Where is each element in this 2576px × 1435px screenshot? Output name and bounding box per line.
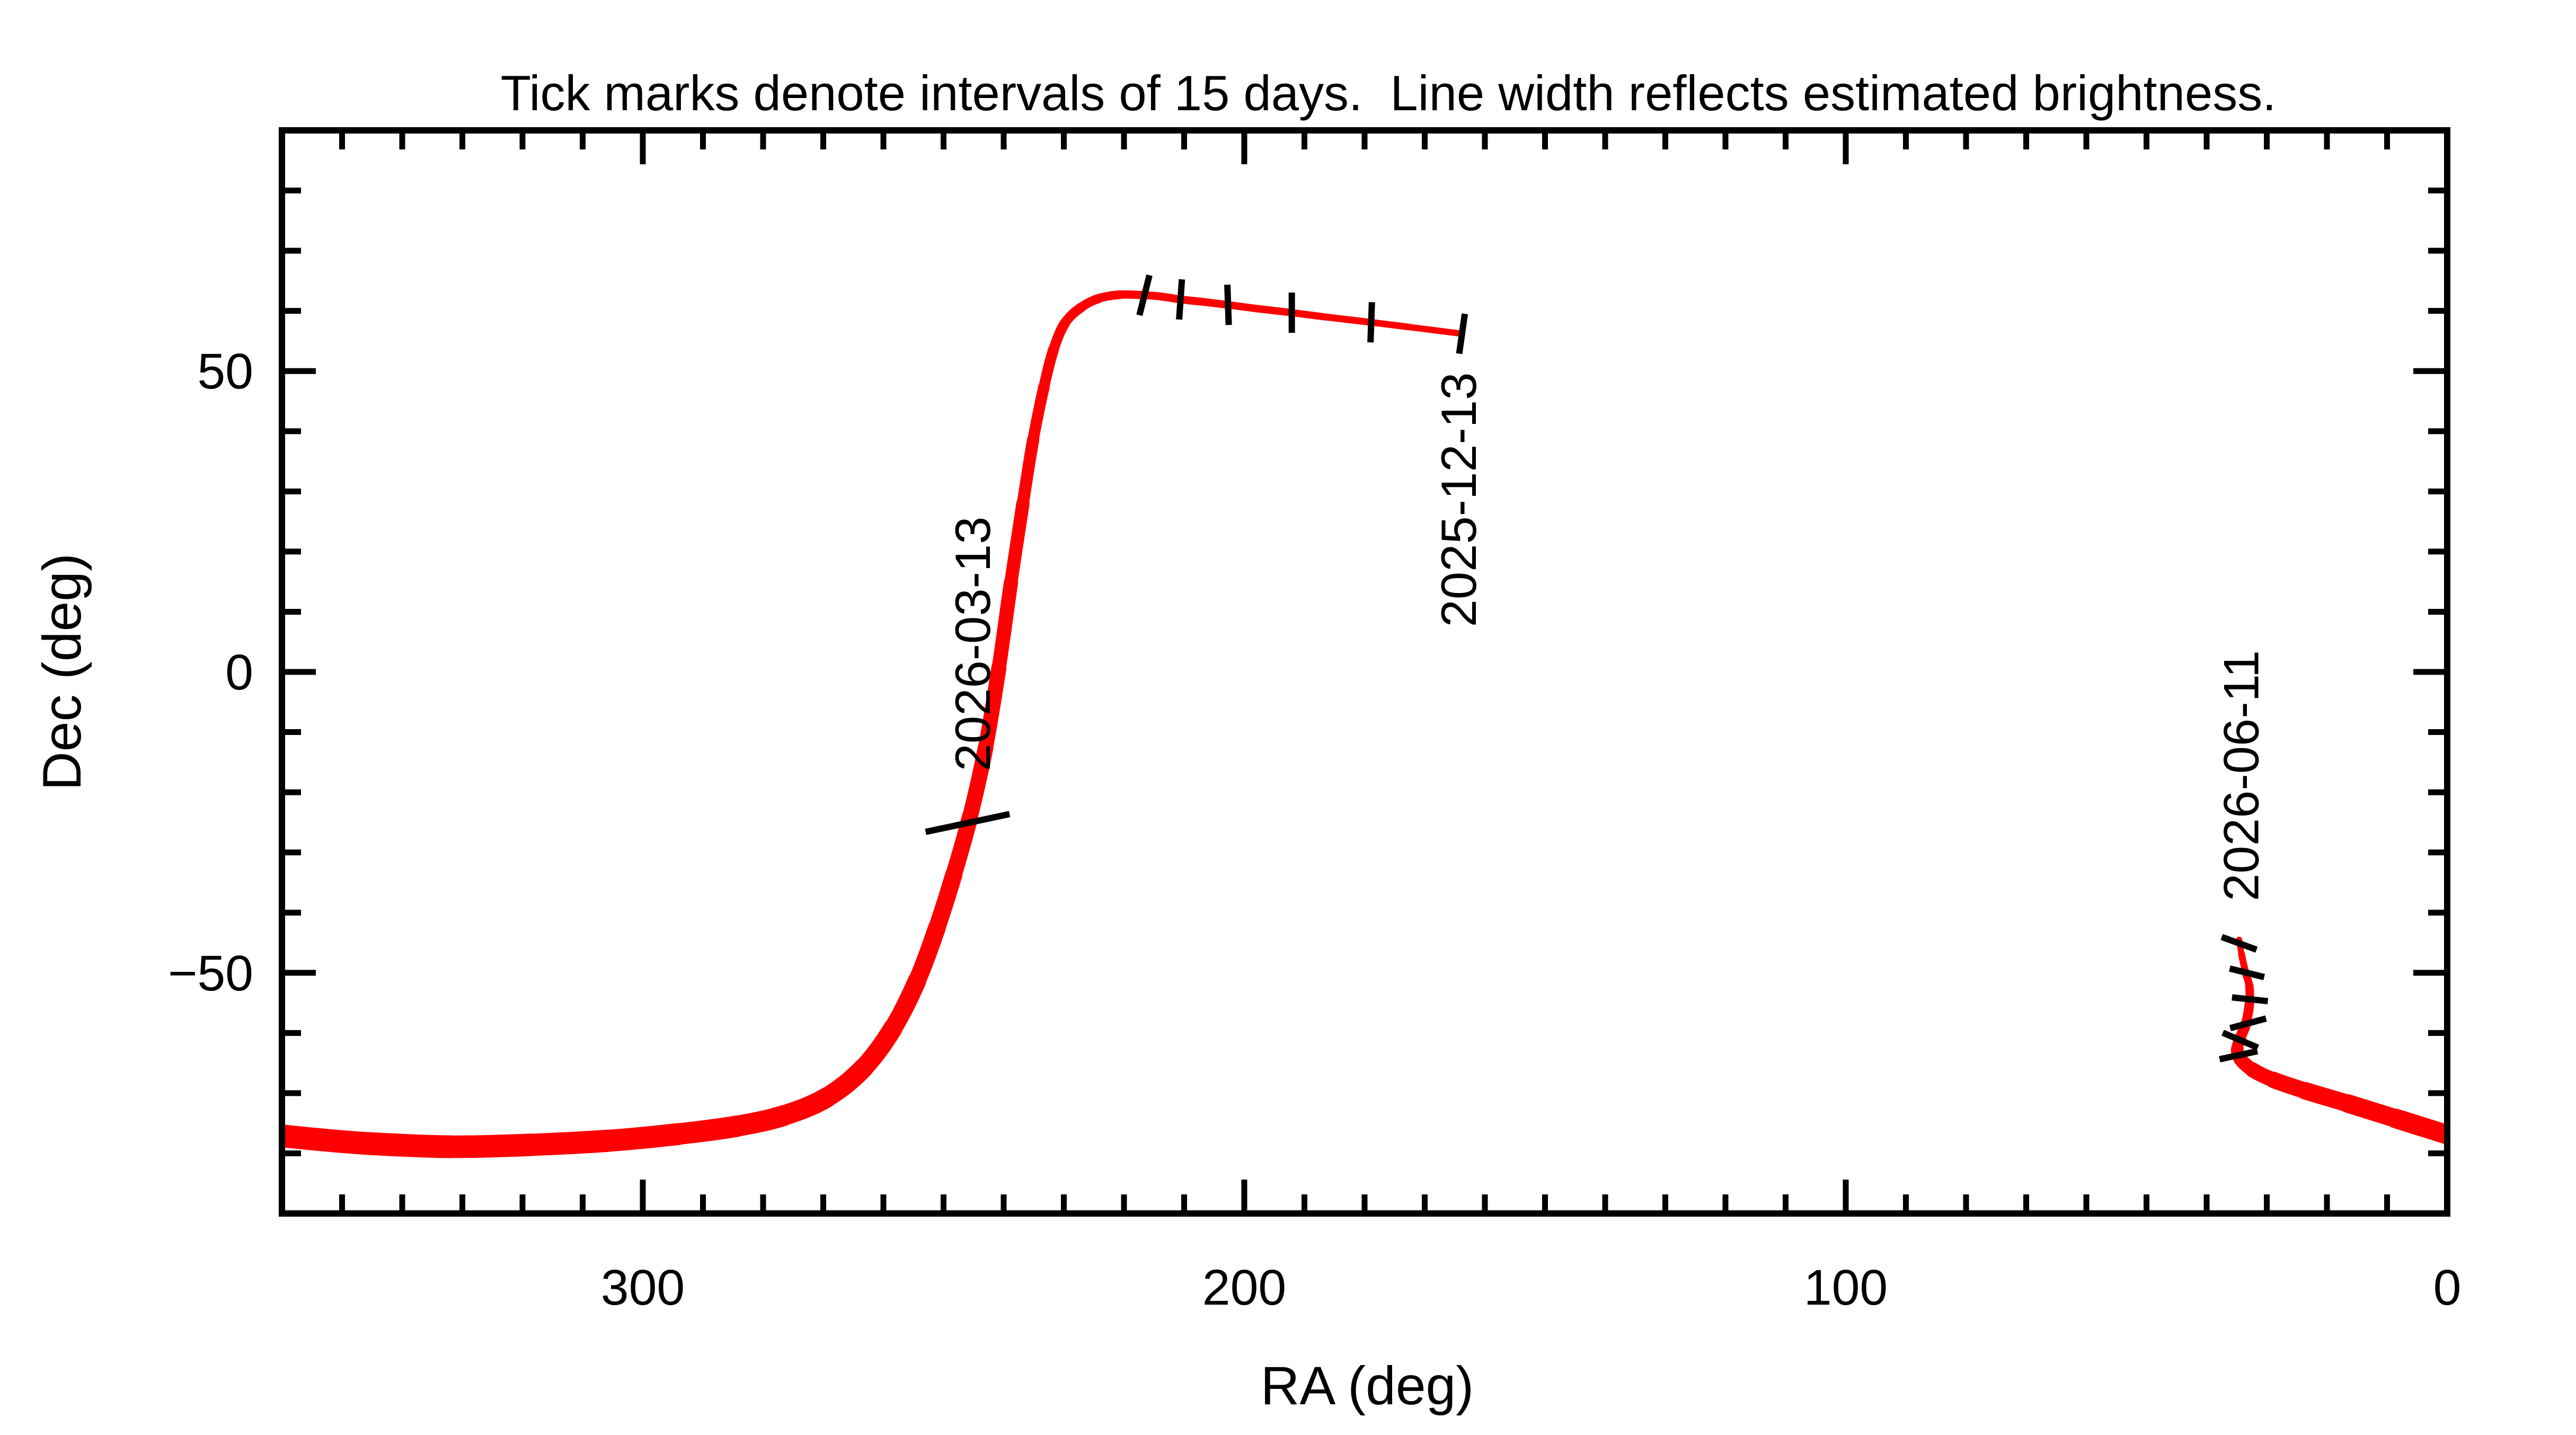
interval-15day-tick	[1367, 302, 1375, 343]
trajectory-segment	[1016, 433, 1040, 510]
plot-frame	[279, 127, 2450, 1217]
y-tick-label: 0	[225, 644, 253, 701]
trajectory-segment	[978, 660, 1007, 755]
chart-title: Tick marks denote intervals of 15 days. …	[501, 65, 2277, 121]
interval-15day-tick	[1456, 313, 1468, 355]
trajectory-segment	[1252, 305, 1296, 317]
trajectory-segment	[1406, 324, 1465, 337]
trajectory-segment	[1038, 344, 1059, 392]
y-axis-title: Dec (deg)	[32, 553, 92, 791]
interval-15day-tick	[2221, 1030, 2260, 1051]
interval-15day-tick	[2219, 1048, 2259, 1062]
interval-15day-tick	[2220, 934, 2258, 953]
interval-15day-tick	[2232, 994, 2269, 1005]
trajectory-segment	[1288, 309, 1329, 321]
interval-15day-tick	[1176, 279, 1185, 320]
date-label: 2026-03-13	[945, 517, 1001, 772]
axes-layer: 300 200 100 0 50 0 −50	[168, 127, 2462, 1316]
y-tick-label: −50	[168, 945, 253, 1002]
interval-15day-tick	[1136, 274, 1153, 316]
trajectory-layer	[282, 290, 2447, 1158]
trajectory-segment	[992, 575, 1019, 675]
trajectory-segment	[518, 1129, 621, 1156]
x-tick-label: 100	[1804, 1260, 1888, 1316]
x-axis-title: RA (deg)	[1261, 1356, 1474, 1416]
interval-15day-tick	[925, 811, 1011, 835]
y-tick-label: 50	[197, 343, 253, 400]
trajectory-segment	[282, 1124, 330, 1151]
trajectory-segment	[1368, 318, 1413, 331]
trajectory-segment	[359, 1132, 462, 1158]
interval-15day-tick	[2229, 965, 2265, 980]
trajectory-segment	[439, 1133, 541, 1158]
date-label: 2026-06-11	[2214, 650, 2269, 901]
x-tick-label: 200	[1202, 1260, 1287, 1316]
trajectory-segment	[1004, 497, 1030, 590]
interval-15day-tick	[1224, 285, 1232, 325]
interval-15day-tick	[2229, 1015, 2267, 1032]
date-label: 2025-12-13	[1431, 372, 1486, 627]
date-annotation-layer: 2025-12-13 2026-03-13 2026-06-11	[925, 274, 2269, 1062]
x-tick-label: 300	[601, 1260, 685, 1316]
trajectory-segment	[1027, 380, 1050, 446]
x-tick-label: 0	[2433, 1260, 2462, 1316]
trajectory-segment	[1321, 313, 1375, 326]
trajectory-segment	[1224, 301, 1260, 313]
